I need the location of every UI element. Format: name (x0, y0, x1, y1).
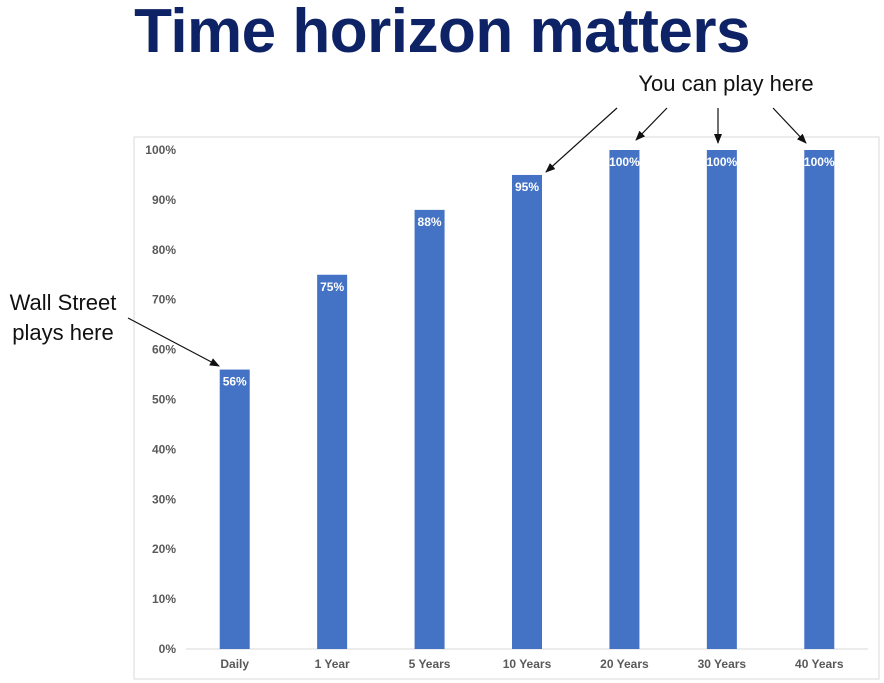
arrow-to-daily (127, 317, 220, 367)
y-tick-label: 100% (145, 143, 176, 157)
y-axis-ticks: 0% 10% 20% 30% 40% 50% 60% 70% 80% 90% 100% (145, 143, 176, 656)
arrow-to-40-years (772, 107, 807, 144)
annotation-wall-street: Wall Street plays here (0, 288, 126, 348)
annotation-you-can-play-here: You can play here (638, 71, 814, 96)
bar (414, 209, 445, 649)
bar (804, 150, 835, 649)
bar-data-label: 100% (609, 155, 640, 169)
annotation-arrows (127, 107, 807, 367)
bar-data-label: 100% (804, 155, 835, 169)
bars: 56% 75% 88% 95% 100% 100% 100% (219, 150, 835, 649)
bar-data-label: 56% (223, 375, 247, 389)
bar (706, 150, 737, 649)
y-tick-label: 90% (152, 193, 176, 207)
bar-data-label: 88% (418, 215, 442, 229)
chart-frame (133, 136, 880, 680)
bar-data-label: 75% (320, 280, 344, 294)
bar (219, 369, 250, 649)
y-tick-label: 50% (152, 393, 176, 407)
y-tick-label: 10% (152, 592, 176, 606)
category-label: 5 Years (409, 657, 451, 671)
bar-data-label: 100% (707, 155, 738, 169)
category-labels: Daily 1 Year 5 Years 10 Years 20 Years 30 Yea… (220, 657, 843, 671)
arrow-to-10-years (545, 107, 618, 173)
y-tick-label: 0% (159, 642, 177, 656)
category-label: 30 Years (698, 657, 747, 671)
y-tick-label: 20% (152, 542, 176, 556)
y-tick-label: 70% (152, 293, 176, 307)
y-tick-label: 60% (152, 343, 176, 357)
y-tick-label: 30% (152, 492, 176, 506)
y-tick-label: 40% (152, 442, 176, 456)
category-label: 20 Years (600, 657, 649, 671)
annotation-wall-street-line2: plays here (12, 320, 114, 345)
bar (317, 274, 348, 649)
page-title: Time horizon matters (134, 0, 750, 66)
arrow-to-20-years (635, 107, 668, 141)
category-label: Daily (220, 657, 249, 671)
category-label: 1 Year (315, 657, 350, 671)
bar (609, 150, 640, 649)
annotation-wall-street-line1: Wall Street (9, 290, 117, 315)
bar-data-label: 95% (515, 180, 539, 194)
category-label: 40 Years (795, 657, 844, 671)
y-tick-label: 80% (152, 243, 176, 257)
bar (512, 174, 542, 649)
category-label: 10 Years (503, 657, 552, 671)
